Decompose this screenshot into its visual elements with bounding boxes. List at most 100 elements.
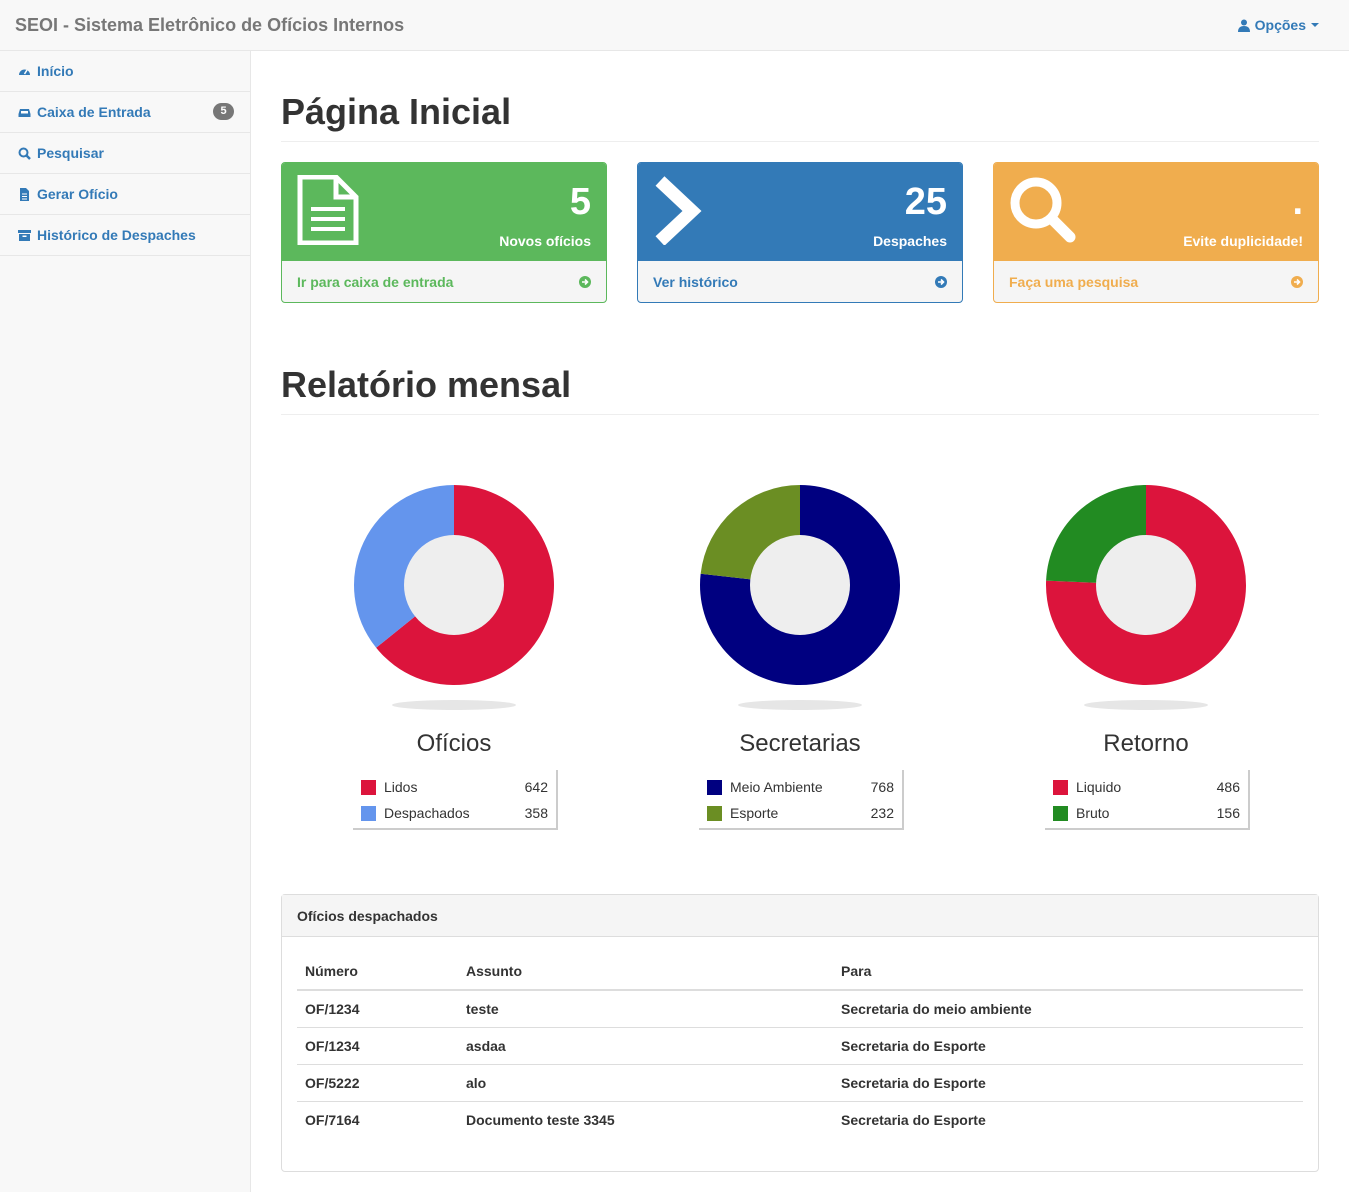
go-to-inbox-link[interactable]: Ir para caixa de entrada [282, 261, 606, 302]
legend-item: Liquido 486 [1045, 774, 1248, 800]
table-row[interactable]: OF/7164 Documento teste 3345 Secretaria do… [297, 1101, 1303, 1138]
table-row[interactable]: OF/5222 alo Secretaria do Esporte [297, 1064, 1303, 1102]
table-header-row: Número Assunto Para [297, 952, 1303, 991]
panel-link-label: Ir para caixa de entrada [297, 273, 454, 290]
archive-icon [18, 229, 31, 242]
options-label: Opções [1254, 17, 1306, 33]
inbox-count-badge: 5 [213, 103, 234, 120]
search-panel-value: . [1292, 181, 1303, 223]
view-history-link[interactable]: Ver histórico [638, 261, 962, 302]
dispatched-oficios-table: Número Assunto Para OF/1234 teste Secretar… [297, 952, 1303, 1138]
cell-numero: OF/1234 [297, 1027, 458, 1065]
report-title: Relatório mensal [281, 364, 572, 405]
sidebar-item-label: Pesquisar [37, 145, 104, 161]
chevron-right-icon [655, 176, 702, 245]
chart-shadow [392, 700, 516, 710]
page-header: Página Inicial [281, 91, 1319, 142]
despaches-count: 25 [904, 181, 947, 223]
sidebar-item-label: Gerar Ofício [37, 186, 118, 202]
chart-shadow [1084, 700, 1208, 710]
chart-legend: Lidos 642 Despachados 358 [353, 770, 558, 830]
app-title[interactable]: SEOI - Sistema Eletrônico de Ofícios Int… [15, 15, 405, 35]
pie-slice-despachados[interactable] [354, 485, 454, 648]
file-icon [18, 187, 31, 201]
chart-title: Secretarias [739, 730, 861, 757]
legend-swatch [707, 805, 722, 821]
main-content: Página Inicial 5 Novos ofícios Ir para c… [281, 51, 1319, 875]
table-heading: Ofícios despachados [282, 895, 1318, 937]
panel-link-label: Faça uma pesquisa [1009, 273, 1139, 290]
legend-label: Liquido [1076, 779, 1122, 795]
arrow-circle-right-icon [935, 275, 947, 288]
panel-link-label: Ver histórico [653, 273, 738, 290]
cell-assunto: teste [458, 990, 833, 1028]
legend-swatch [361, 779, 376, 795]
pie-chart [700, 485, 900, 710]
cell-para: Secretaria do meio ambiente [833, 990, 1303, 1028]
report-header: Relatório mensal [281, 364, 1319, 415]
cell-numero: OF/7164 [305, 1111, 360, 1128]
cell-assunto: asdaa [458, 1027, 833, 1065]
legend-swatch [1053, 805, 1068, 821]
legend-value: 232 [870, 805, 894, 821]
column-header: Assunto [458, 952, 833, 991]
new-oficios-label: Novos ofícios [499, 233, 591, 249]
search-panel-label: Evite duplicidade! [1183, 233, 1303, 249]
legend-value: 156 [1216, 805, 1240, 821]
despaches-label: Despaches [873, 233, 947, 249]
options-dropdown[interactable]: Opções [1237, 17, 1319, 33]
legend-value: 358 [524, 805, 548, 821]
inbox-icon [18, 106, 31, 119]
page-title: Página Inicial [281, 91, 512, 132]
chart-title: Retorno [1103, 730, 1189, 757]
sidebar-item-caixa-de-entrada[interactable]: Caixa de Entrada 5 [0, 92, 250, 133]
chart-title: Ofícios [416, 730, 492, 757]
sidebar-item-gerar-oficio[interactable]: Gerar Ofício [0, 174, 250, 215]
new-oficios-count: 5 [569, 181, 591, 223]
legend-label: Lidos [384, 779, 418, 795]
top-navbar: SEOI - Sistema Eletrônico de Ofícios Int… [0, 0, 1349, 51]
legend-label: Despachados [384, 805, 470, 821]
arrow-circle-right-icon [579, 275, 591, 288]
sidebar-item-label: Início [37, 63, 74, 79]
cell-para: Secretaria do Esporte [841, 1111, 986, 1128]
chart-legend: Liquido 486 Bruto 156 [1045, 770, 1250, 830]
dispatched-oficios-panel: Ofícios despachados Número Assunto Para … [281, 894, 1319, 1172]
legend-item: Lidos 642 [353, 774, 556, 800]
cell-assunto: alo [458, 1064, 833, 1102]
legend-swatch [361, 805, 376, 821]
sidebar-item-inicio[interactable]: Início [0, 51, 250, 92]
sidebar-item-label: Histórico de Despaches [37, 227, 196, 243]
search-icon [1010, 177, 1076, 243]
dashboard-icon [18, 65, 31, 78]
summary-panels: 5 Novos ofícios Ir para caixa de entrada… [281, 162, 1319, 303]
charts-area: Ofícios Lidos 642 Despachados 358 Secretar… [281, 415, 1319, 875]
table-row[interactable]: OF/1234 teste Secretaria do meio ambiente [297, 990, 1303, 1028]
donut-hole [750, 535, 850, 635]
legend-value: 768 [870, 779, 894, 795]
legend-value: 486 [1216, 779, 1240, 795]
cell-assunto: Documento teste 3345 [466, 1111, 615, 1128]
sidebar-item-historico-de-despaches[interactable]: Histórico de Despaches [0, 215, 250, 256]
legend-swatch [707, 779, 722, 795]
arrow-circle-right-icon [1291, 275, 1303, 288]
search-icon [18, 147, 31, 160]
table-row[interactable]: OF/1234 asdaa Secretaria do Esporte [297, 1027, 1303, 1065]
legend-value: 642 [524, 779, 548, 795]
caret-down-icon [1311, 23, 1319, 27]
column-header: Para [833, 952, 1303, 991]
cell-numero: OF/1234 [297, 990, 458, 1028]
legend-label: Esporte [730, 805, 779, 821]
file-text-icon [297, 175, 359, 245]
sidebar: Início Caixa de Entrada 5 Pesquisar Gera… [0, 51, 251, 1192]
legend-item: Esporte 232 [699, 800, 902, 826]
pie-chart [1046, 485, 1246, 710]
cell-numero: OF/5222 [297, 1064, 458, 1102]
cell-para: Secretaria do Esporte [833, 1027, 1303, 1065]
chart-shadow [738, 700, 862, 710]
legend-swatch [1053, 779, 1068, 795]
sidebar-item-pesquisar[interactable]: Pesquisar [0, 133, 250, 174]
despaches-panel: 25 Despaches Ver histórico [637, 162, 963, 303]
column-header: Número [297, 952, 458, 991]
do-search-link[interactable]: Faça uma pesquisa [994, 261, 1318, 302]
